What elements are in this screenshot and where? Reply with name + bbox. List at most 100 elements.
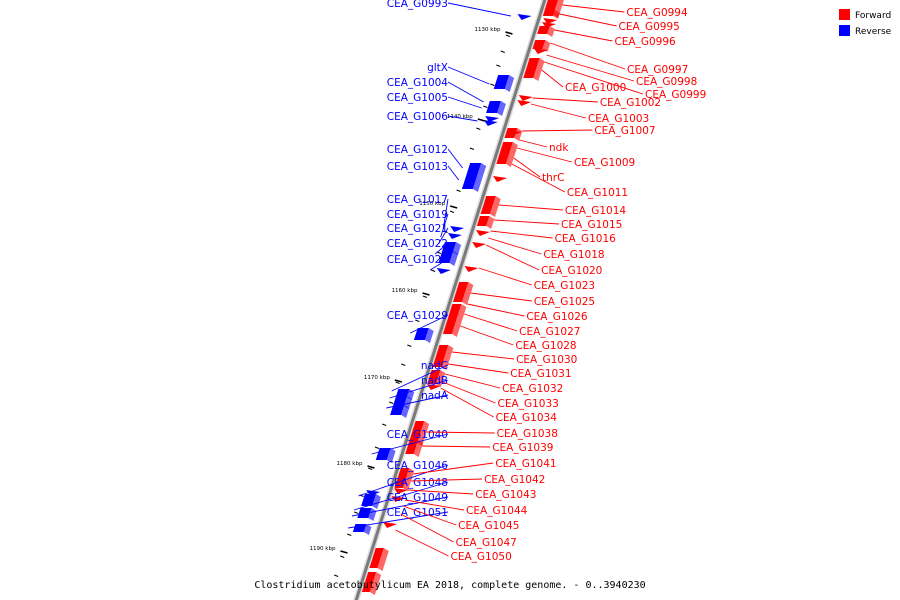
gene-label-ndk: ndk [519, 139, 569, 154]
gene-feature-small [507, 130, 522, 136]
gene-label-cea-g1011: CEA_G1011 [511, 163, 628, 199]
gene-label-cea-g1015: CEA_G1015 [494, 219, 622, 231]
svg-text:CEA_G1043: CEA_G1043 [475, 489, 536, 501]
kbp-ticks: 1130 kbp 1140 kbp 1150 kbp 1160 kbp 1170 kbp… [310, 27, 513, 577]
gene-feature-small [493, 176, 508, 182]
gene-label-cea-g0994: CEA_G0994 [562, 4, 688, 19]
gene-feature-small [472, 242, 487, 248]
tick-mark [334, 574, 339, 577]
svg-text:CEA_G1014: CEA_G1014 [565, 205, 627, 217]
gene-label-cea-g1013: CEA_G1013 [387, 161, 460, 181]
svg-text:nadA: nadA [421, 390, 449, 402]
svg-text:CEA_G1029: CEA_G1029 [387, 310, 448, 322]
gene-feature [361, 494, 381, 509]
gene-label-nadc: nadC [391, 360, 449, 392]
svg-text:CEA_G1000: CEA_G1000 [565, 82, 626, 94]
backbone-layer [353, 0, 548, 600]
gene-label-cea-g0995: CEA_G0995 [559, 13, 680, 33]
svg-text:CEA_G1038: CEA_G1038 [497, 428, 558, 440]
tick-mark [469, 147, 475, 150]
kbp-label: 1140 kbp [447, 114, 473, 120]
svg-text:CEA_G0999: CEA_G0999 [645, 89, 706, 101]
kbp-label: 1150 kbp [419, 201, 445, 207]
gene-label-thrc: thrC [513, 157, 564, 184]
svg-text:CEA_G1023: CEA_G1023 [534, 280, 595, 292]
gene-label-cea-g0998: CEA_G0998 [546, 54, 697, 88]
svg-text:CEA_G0998: CEA_G0998 [636, 76, 697, 88]
gene-feature [494, 142, 518, 167]
gene-feature-small [450, 226, 465, 232]
svg-text:CEA_G1033: CEA_G1033 [498, 398, 559, 410]
svg-text:CEA_G1004: CEA_G1004 [387, 77, 449, 89]
gene-label-cea-g1031: CEA_G1031 [448, 363, 572, 380]
gene-label-cea-g1039: CEA_G1039 [422, 442, 553, 454]
svg-text:CEA_G1022: CEA_G1022 [387, 238, 448, 250]
tick-mark [505, 34, 511, 37]
gene-label-cea-g1012: CEA_G1012 [387, 144, 463, 169]
gene-feature [450, 282, 474, 305]
kbp-tick [505, 31, 513, 35]
svg-text:CEA_G0996: CEA_G0996 [614, 36, 676, 48]
svg-text:CEA_G0993: CEA_G0993 [387, 0, 448, 10]
svg-text:CEA_G1031: CEA_G1031 [510, 368, 571, 380]
gene-feature-small [543, 18, 558, 24]
svg-text:CEA_G1018: CEA_G1018 [543, 249, 604, 261]
gene-feature [486, 101, 506, 116]
svg-text:CEA_G1021: CEA_G1021 [387, 223, 448, 235]
gene-features [352, 0, 564, 595]
svg-text:CEA_G1044: CEA_G1044 [466, 505, 528, 517]
kbp-tick [367, 465, 375, 469]
svg-text:CEA_G1046: CEA_G1046 [387, 460, 449, 472]
tick-mark [368, 467, 373, 470]
svg-text:CEA_G1002: CEA_G1002 [600, 97, 661, 109]
svg-text:nadB: nadB [421, 375, 448, 387]
gene-label-cea-g1021: CEA_G1021 [387, 223, 449, 245]
svg-text:thrC: thrC [542, 172, 564, 184]
kbp-tick [394, 379, 403, 383]
gene-feature [522, 58, 545, 81]
svg-text:CEA_G1017: CEA_G1017 [387, 194, 448, 206]
svg-text:ndk: ndk [549, 142, 569, 154]
svg-text:CEA_G1009: CEA_G1009 [574, 157, 635, 169]
gene-label-cea-g1049: CEA_G1049 [351, 492, 449, 517]
gene-label-cea-g1024: CEA_G1024 [387, 254, 449, 271]
tick-mark [354, 511, 359, 514]
gene-label-cea-g0999: CEA_G0999 [544, 61, 706, 101]
svg-text:CEA_G0994: CEA_G0994 [626, 7, 688, 19]
gene-feature [413, 328, 434, 343]
gene-label-cea-g1043: CEA_G1043 [408, 489, 536, 501]
gene-label-cea-g1017: CEA_G1017 [387, 194, 449, 230]
gene-label-cea-g1018: CEA_G1018 [488, 237, 605, 261]
legend-reverse-label: Reverse [855, 27, 892, 37]
genome-caption: Clostridium acetobutylicum EA 2018, comp… [254, 580, 645, 591]
gene-feature [493, 75, 515, 92]
svg-text:CEA_G1042: CEA_G1042 [484, 474, 545, 486]
gene-feature-small [533, 48, 548, 54]
svg-text:CEA_G1012: CEA_G1012 [387, 144, 448, 156]
tick-mark [496, 64, 501, 67]
gene-label-cea-g1034: CEA_G1034 [440, 387, 557, 424]
gene-label-cea-g1032: CEA_G1032 [444, 373, 563, 395]
gene-label-cea-g1003: CEA_G1003 [530, 103, 649, 125]
gene-label-cea-g1042: CEA_G1042 [411, 474, 545, 486]
gene-feature [461, 175, 483, 192]
gene-feature-small [517, 14, 532, 20]
gene-labels: CEA_G0993 gltX CEA_G1004 CEA_G1005 CEA_G1006… [348, 0, 706, 563]
kbp-tick [449, 205, 458, 209]
gene-label-cea-g1022: CEA_G1022 [387, 238, 449, 255]
svg-text:CEA_G1011: CEA_G1011 [567, 187, 628, 199]
gene-feature [536, 26, 555, 37]
gene-label-cea-g1030: CEA_G1030 [452, 351, 577, 366]
gene-label-cea-g1006: CEA_G1006 [387, 111, 478, 123]
gene-label-cea-g1000: CEA_G1000 [541, 69, 626, 94]
svg-text:CEA_G1016: CEA_G1016 [555, 233, 617, 245]
gene-feature [375, 448, 396, 463]
tick-mark [483, 105, 488, 108]
gene-label-cea-g1009: CEA_G1009 [516, 147, 635, 169]
gene-feature [541, 10, 560, 19]
gene-feature-small [366, 490, 381, 496]
svg-text:CEA_G1024: CEA_G1024 [387, 254, 449, 266]
legend-forward-swatch [839, 9, 850, 20]
svg-text:CEA_G1050: CEA_G1050 [451, 551, 512, 563]
gene-label-cea-g1044: CEA_G1044 [404, 499, 528, 517]
